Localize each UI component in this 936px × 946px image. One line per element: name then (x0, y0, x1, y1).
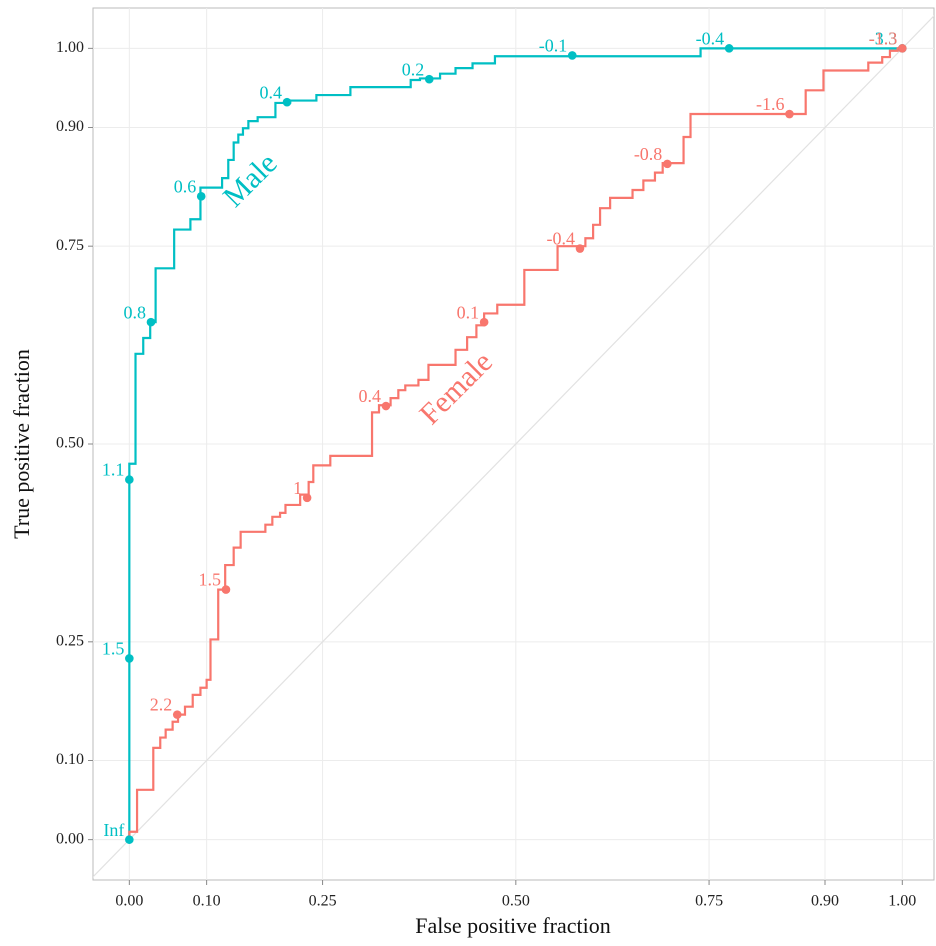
cutoff-point (172, 710, 182, 719)
cutoff-point (125, 654, 134, 663)
plot-area (93, 8, 934, 880)
cutoff-point (567, 51, 577, 60)
cutoff-label: -1.6 (756, 94, 785, 114)
roc-curve (128, 47, 903, 840)
y-tick-label: 0.90 (56, 118, 84, 135)
x-tick-label: 0.50 (502, 893, 530, 910)
x-tick-label: 0.10 (193, 893, 221, 910)
x-tick-label: 0.75 (695, 893, 723, 910)
cutoff-label: 0.8 (123, 302, 146, 322)
x-axis-title: False positive fraction (415, 913, 611, 938)
cutoff-point (724, 44, 734, 53)
cutoff-point (302, 493, 312, 503)
cutoff-label: -0.8 (634, 144, 663, 164)
cutoff-label: 0.4 (358, 386, 381, 406)
cutoff-label: 0.2 (402, 59, 425, 79)
y-axis-title: True positive fraction (9, 349, 34, 539)
x-tick-label: 1.00 (888, 893, 916, 910)
cutoff-point (221, 585, 231, 594)
cutoff-label: 0.6 (174, 176, 197, 196)
cutoff-label: Inf (103, 820, 124, 840)
roc-curve (128, 47, 903, 840)
cutoff-label: 0.4 (260, 82, 283, 102)
cutoff-point (381, 401, 391, 411)
y-tick-label: 0.10 (56, 751, 84, 768)
cutoff-label: 2.2 (150, 695, 173, 715)
cutoff-label: -1.3 (869, 28, 898, 48)
x-tick-label: 0.90 (811, 893, 839, 910)
cutoff-point (424, 74, 434, 84)
cutoff-point (196, 192, 206, 201)
reference-diagonal (93, 15, 934, 878)
x-tick-label: 0.00 (115, 893, 143, 910)
y-tick-label: 0.00 (56, 830, 84, 847)
cutoff-point (125, 835, 134, 844)
cutoff-label: 1 (293, 478, 302, 498)
cutoff-label: 1.1 (102, 460, 125, 480)
y-tick-label: 0.25 (56, 632, 84, 649)
x-tick-label: 0.25 (309, 893, 337, 910)
cutoff-point (575, 244, 585, 253)
cutoff-label: 1.5 (102, 639, 125, 659)
cutoff-point (282, 97, 292, 107)
y-tick-label: 0.50 (56, 435, 84, 452)
cutoff-point (125, 475, 134, 484)
cutoff-point (479, 317, 489, 327)
y-tick-label: 0.75 (56, 237, 84, 254)
cutoff-point (663, 159, 672, 169)
cutoff-label: -0.4 (546, 229, 575, 249)
cutoff-point (898, 44, 907, 53)
y-tick-label: 1.00 (56, 39, 84, 56)
cutoff-label: 1.5 (198, 570, 221, 590)
cutoff-point (785, 109, 794, 119)
cutoff-label: -3.3 (869, 28, 898, 48)
cutoff-label: -0.1 (539, 36, 568, 56)
cutoff-label: 0.1 (457, 302, 480, 322)
cutoff-point (146, 317, 156, 327)
cutoff-label: -0.4 (696, 28, 725, 48)
